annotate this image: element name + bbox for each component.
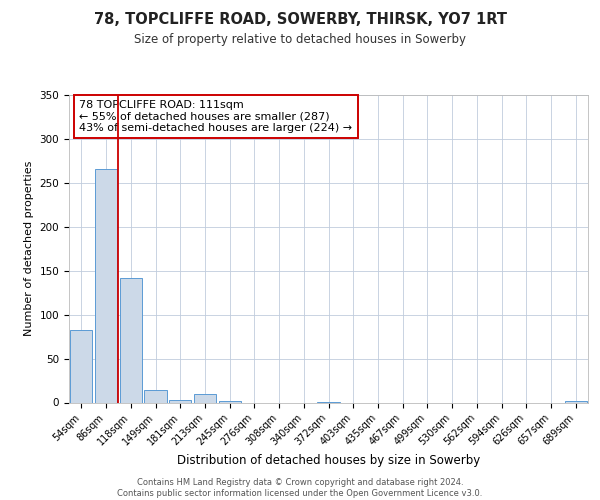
Bar bbox=[169, 400, 191, 402]
Bar bbox=[565, 400, 587, 402]
Bar bbox=[194, 394, 216, 402]
X-axis label: Distribution of detached houses by size in Sowerby: Distribution of detached houses by size … bbox=[177, 454, 480, 467]
Bar bbox=[95, 169, 117, 402]
Bar bbox=[70, 330, 92, 402]
Text: 78 TOPCLIFFE ROAD: 111sqm
← 55% of detached houses are smaller (287)
43% of semi: 78 TOPCLIFFE ROAD: 111sqm ← 55% of detac… bbox=[79, 100, 353, 133]
Bar bbox=[218, 400, 241, 402]
Y-axis label: Number of detached properties: Number of detached properties bbox=[24, 161, 34, 336]
Bar bbox=[119, 278, 142, 402]
Text: Size of property relative to detached houses in Sowerby: Size of property relative to detached ho… bbox=[134, 32, 466, 46]
Text: Contains HM Land Registry data © Crown copyright and database right 2024.
Contai: Contains HM Land Registry data © Crown c… bbox=[118, 478, 482, 498]
Bar bbox=[145, 390, 167, 402]
Text: 78, TOPCLIFFE ROAD, SOWERBY, THIRSK, YO7 1RT: 78, TOPCLIFFE ROAD, SOWERBY, THIRSK, YO7… bbox=[94, 12, 506, 28]
